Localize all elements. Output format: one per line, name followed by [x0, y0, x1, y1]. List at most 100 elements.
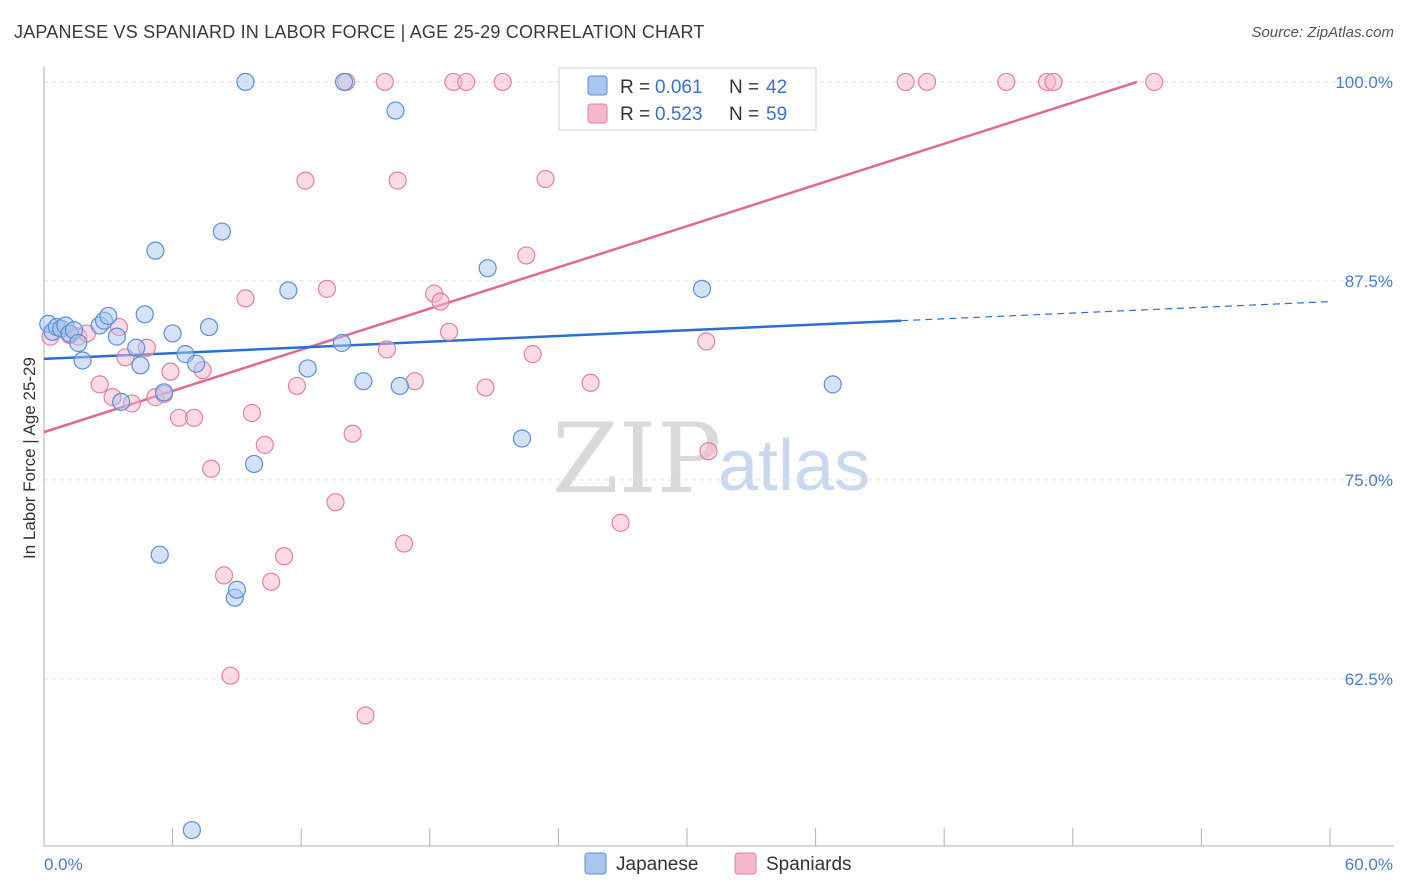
bottom-legend-japanese: Japanese [616, 854, 698, 875]
x-tick-label-max: 60.0% [1345, 855, 1393, 874]
spaniards-point [236, 289, 255, 308]
chart-title: JAPANESE VS SPANIARD IN LABOR FORCE | AG… [14, 22, 705, 42]
spaniards-point [1044, 72, 1063, 92]
japanese-point [112, 392, 131, 411]
spaniards-point [536, 169, 555, 189]
spaniards-point [375, 72, 394, 92]
spaniards-point [274, 547, 294, 566]
spaniards-point [242, 403, 262, 423]
y-tick-label: 75.0% [1345, 471, 1393, 490]
legend-japanese-n-value: 42 [766, 77, 787, 98]
japanese-point [99, 306, 118, 326]
spaniards-point [405, 372, 424, 391]
legend: R = 0.061 N = 42 R = 0.523 N = 59 [558, 67, 817, 131]
japanese-point [212, 222, 231, 241]
japanese-point [135, 305, 154, 324]
spaniards-point [457, 72, 476, 92]
spaniards-point [202, 459, 221, 478]
y-tick-label: 100.0% [1335, 73, 1393, 92]
spaniards-point [581, 373, 600, 392]
bottom-legend: Japanese Spaniards [584, 852, 852, 875]
legend-japanese-n-label: N = [729, 77, 759, 98]
legend-japanese-r-label: R = [620, 77, 650, 98]
japanese-trendline-extension [901, 300, 1331, 322]
spaniards-trendline [43, 80, 1138, 434]
japanese-point [332, 333, 352, 353]
japanese-point [236, 72, 255, 92]
spaniards-point [296, 171, 315, 190]
bottom-legend-spaniards: Spaniards [766, 854, 852, 875]
spaniards-point [896, 72, 915, 92]
legend-spaniards-n-label: N = [729, 104, 759, 125]
spaniards-point [439, 322, 459, 341]
spaniards-point [161, 362, 180, 381]
japanese-point [163, 324, 182, 343]
spaniards-point [917, 72, 937, 92]
watermark: ZIP atlas [552, 403, 870, 515]
legend-spaniards-r-value: 0.523 [655, 104, 703, 125]
japanese-point [244, 454, 264, 474]
spaniards-point [287, 376, 307, 396]
japanese-point [199, 317, 219, 337]
japanese-point [182, 820, 201, 840]
spaniards-point [388, 171, 407, 190]
japanese-point [478, 259, 497, 278]
y-tick-label: 87.5% [1345, 272, 1393, 291]
spaniards-point [377, 340, 397, 359]
japanese-point [354, 372, 373, 391]
japanese-point [69, 333, 88, 353]
legend-spaniards-n-value: 59 [766, 104, 787, 125]
spaniards-point [356, 706, 375, 725]
y-axis-label: In Labor Force | Age 25-29 [20, 357, 39, 559]
japanese-point [146, 241, 165, 260]
legend-japanese-r-value: 0.061 [655, 77, 703, 98]
japanese-points [39, 72, 842, 840]
spaniards-point [255, 435, 274, 454]
japanese-point [127, 338, 146, 357]
spaniards-point [997, 72, 1016, 92]
spaniards-point [90, 375, 109, 394]
spaniards-point [326, 493, 345, 512]
spaniards-point [1145, 72, 1164, 92]
spaniards-point [699, 442, 718, 461]
gridlines [44, 81, 1394, 680]
spaniards-point [697, 332, 716, 351]
source-credit: Source: ZipAtlas.com [1251, 24, 1394, 41]
spaniards-point [262, 572, 281, 591]
japanese-point [334, 72, 354, 92]
spaniards-point [493, 72, 512, 92]
spaniards-points [41, 72, 1164, 725]
legend-swatch-japanese [587, 75, 608, 96]
watermark-zip: ZIP [552, 403, 721, 515]
spaniards-point [517, 246, 536, 265]
japanese-point [227, 580, 246, 599]
japanese-point [512, 429, 532, 448]
spaniards-point [611, 513, 630, 532]
watermark-atlas: atlas [718, 426, 870, 506]
spaniards-point [317, 279, 337, 298]
y-tick-labels: 62.5% 75.0% 87.5% 100.0% [1335, 73, 1393, 689]
spaniards-point [394, 534, 414, 553]
spaniards-point [221, 666, 240, 685]
spaniards-point [476, 378, 495, 397]
axes [43, 66, 1394, 847]
japanese-point [187, 354, 206, 373]
legend-swatch-spaniards [587, 103, 608, 124]
japanese-point [107, 327, 126, 346]
japanese-point [154, 383, 174, 402]
japanese-point [386, 101, 405, 120]
japanese-point [692, 279, 712, 298]
y-tick-label: 62.5% [1345, 670, 1393, 689]
japanese-point [390, 376, 409, 396]
japanese-point [298, 359, 317, 378]
legend-spaniards-r-label: R = [620, 104, 650, 125]
japanese-point [150, 545, 169, 564]
japanese-point [279, 281, 298, 300]
spaniards-point [214, 566, 234, 585]
trendlines [43, 80, 1331, 434]
japanese-point [73, 351, 92, 370]
japanese-point [823, 375, 842, 394]
bottom-legend-swatch-spaniards [734, 852, 757, 875]
spaniards-point [431, 292, 450, 311]
